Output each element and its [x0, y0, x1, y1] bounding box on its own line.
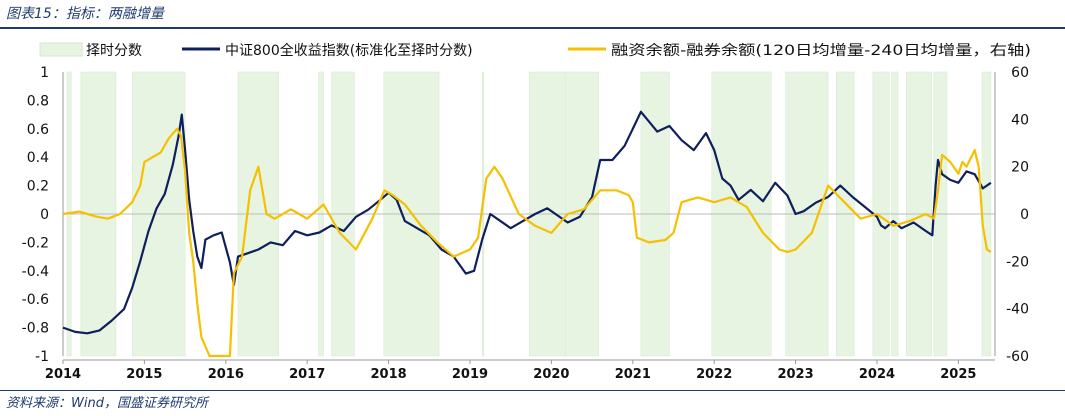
- y-left-tick-label: -0.8: [22, 321, 49, 337]
- x-tick-label: 2025: [940, 367, 976, 382]
- x-tick-label: 2016: [208, 367, 244, 382]
- x-tick-label: 2014: [45, 367, 81, 382]
- y-left-tick-label: -1: [35, 349, 49, 365]
- y-right-tick-label: -60: [1006, 349, 1029, 365]
- y-left-tick-label: -0.6: [22, 292, 49, 308]
- margin-series-line: [62, 127, 992, 358]
- y-left-tick-label: 0.8: [27, 93, 49, 109]
- y-right-tick-label: 40: [1011, 112, 1029, 128]
- y-left-tick-label: 0.6: [27, 122, 49, 138]
- title-rule: [0, 27, 1065, 29]
- y-right-tick-label: -20: [1006, 254, 1029, 270]
- y-left-tick-label: 1: [40, 65, 49, 81]
- y-left-tick-label: 0: [40, 207, 49, 223]
- legend: 择时分数 中证800全收益指数(标准化至择时分数) 融资余额-融券余额(120日均增…: [39, 42, 1031, 59]
- source-note: 资料来源：Wind，国盛证券研究所: [6, 396, 208, 411]
- x-tick-label: 2018: [370, 367, 406, 382]
- legend-label-margin: 融资余额-融券余额(120日均增量-240日均增量，右轴): [611, 42, 1031, 59]
- source-rule: [0, 390, 1065, 391]
- index-series-line: [62, 110, 992, 335]
- y-left-tick-label: -0.2: [22, 235, 49, 251]
- legend-label-timing: 择时分数: [86, 43, 142, 59]
- legend-swatch-timing: [39, 42, 83, 57]
- x-tick-label: 2023: [777, 367, 813, 382]
- x-tick-label: 2019: [452, 367, 488, 382]
- axes: 1 0.8 0.6 0.4 0.2 0 -0.2 -0.4 -0.6 -0.8 -1 60 40 20 0 -…: [22, 65, 1029, 382]
- x-tick-label: 2021: [615, 367, 651, 382]
- y-right-tick-label: 20: [1011, 160, 1029, 176]
- x-tick-label: 2024: [859, 367, 895, 382]
- y-right-tick-label: 0: [1020, 207, 1029, 223]
- x-tick-label: 2017: [289, 367, 325, 382]
- y-left-tick-label: 0.4: [27, 150, 49, 166]
- chart-title: 图表15：指标：两融增量: [6, 6, 164, 22]
- y-right-tick-label: 60: [1011, 65, 1029, 81]
- y-left-tick-label: 0.2: [27, 179, 49, 195]
- x-tick-label: 2020: [533, 367, 569, 382]
- x-tick-label: 2022: [696, 367, 732, 382]
- y-left-tick-label: -0.4: [22, 264, 49, 280]
- y-right-tick-label: -40: [1006, 302, 1029, 318]
- x-tick-label: 2015: [126, 367, 162, 382]
- legend-label-index: 中证800全收益指数(标准化至择时分数): [225, 42, 473, 59]
- series-lines: [62, 110, 992, 358]
